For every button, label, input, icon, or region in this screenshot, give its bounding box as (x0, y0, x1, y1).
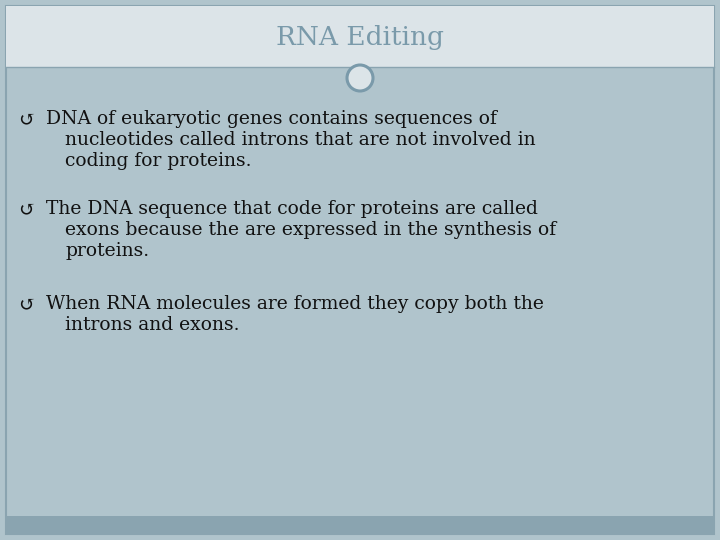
Bar (6, 516, 714, 534)
Text: proteins.: proteins. (65, 242, 149, 260)
Circle shape (347, 65, 373, 91)
Text: The DNA sequence that code for proteins are called: The DNA sequence that code for proteins … (46, 200, 538, 218)
Text: coding for proteins.: coding for proteins. (65, 152, 251, 170)
Text: nucleotides called introns that are not involved in: nucleotides called introns that are not … (65, 131, 536, 149)
Text: ↺: ↺ (18, 295, 35, 314)
Text: ↺: ↺ (18, 200, 35, 219)
Text: introns and exons.: introns and exons. (65, 316, 240, 334)
Text: exons because the are expressed in the synthesis of: exons because the are expressed in the s… (65, 221, 556, 239)
FancyBboxPatch shape (6, 6, 714, 534)
Text: When RNA molecules are formed they copy both the: When RNA molecules are formed they copy … (46, 295, 544, 313)
Bar (6, 6, 714, 67)
Text: DNA of eukaryotic genes contains sequences of: DNA of eukaryotic genes contains sequenc… (46, 110, 497, 128)
Text: ↺: ↺ (18, 110, 35, 129)
Text: RNA Editing: RNA Editing (276, 24, 444, 50)
